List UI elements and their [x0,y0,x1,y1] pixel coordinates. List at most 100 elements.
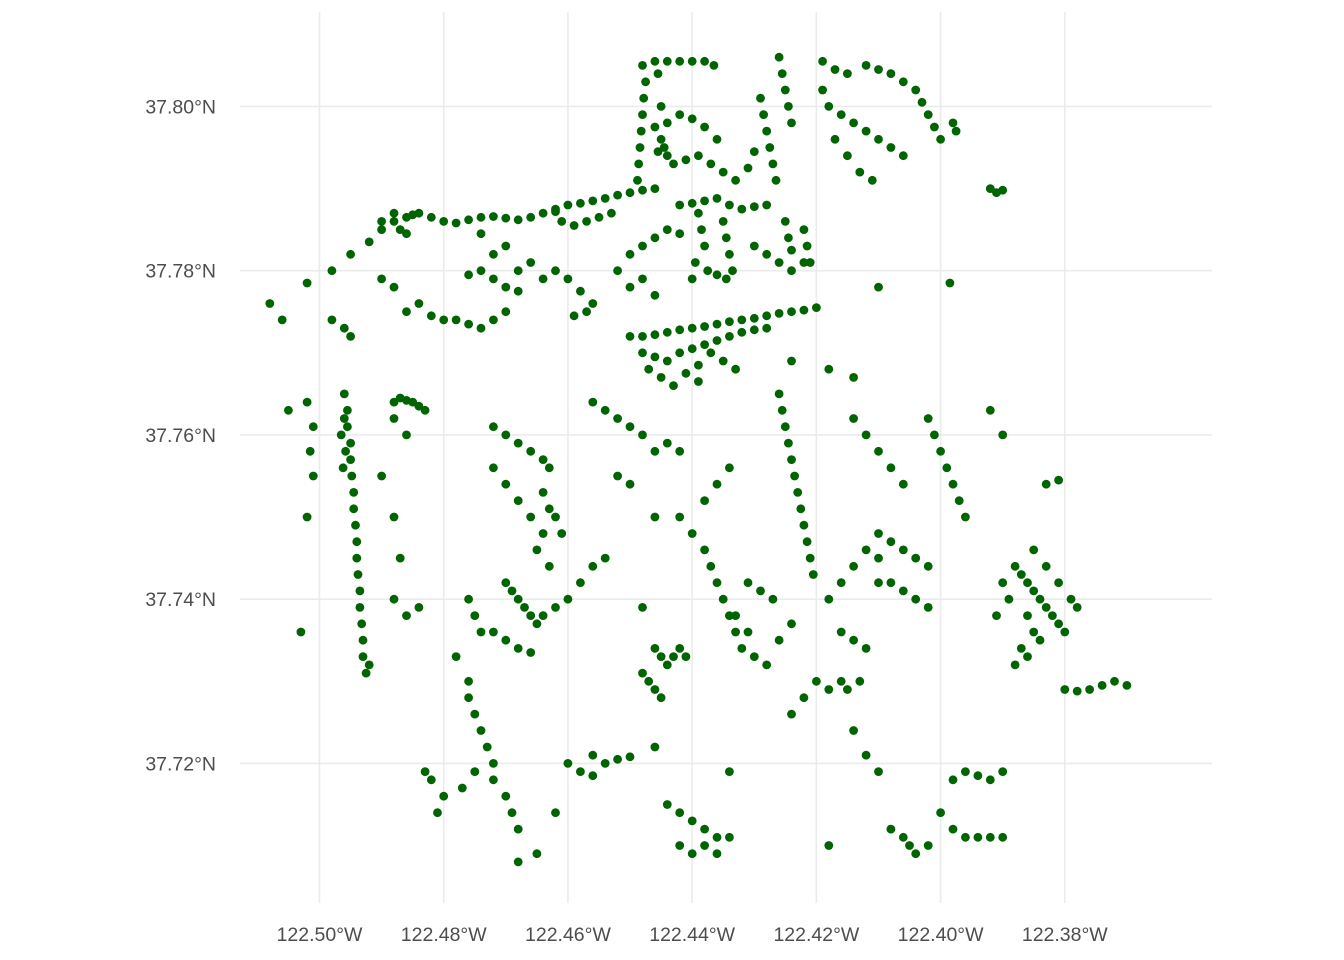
data-point [513,286,523,296]
data-points [265,52,1132,867]
data-point [681,368,691,378]
data-point [650,290,660,300]
data-point [1054,619,1063,629]
data-point [836,578,846,588]
data-point [867,175,877,185]
data-point [408,397,418,407]
data-point [898,479,908,489]
data-point [588,196,598,206]
data-point [526,212,536,222]
data-point [355,603,365,612]
data-point [389,397,399,407]
data-point [308,471,318,481]
data-point [762,311,772,321]
data-point [874,578,883,588]
x-gridlines [318,12,1066,903]
data-point [501,282,511,292]
data-point [911,849,921,859]
data-point [998,578,1008,588]
data-point [489,463,498,473]
data-point [985,405,995,415]
data-point [613,190,622,200]
data-point [526,648,536,657]
data-point [973,832,983,842]
data-point [886,69,896,78]
data-point [625,332,635,341]
data-point [718,594,728,604]
data-point [489,775,498,785]
data-point [489,315,498,325]
y-tick-label: 37.74°N [145,589,216,611]
data-point [725,767,734,776]
data-point [936,134,945,144]
data-point [653,147,663,157]
data-point [638,348,647,358]
data-point [638,185,647,195]
data-point [302,278,312,288]
data-point [339,323,349,333]
data-point [954,496,964,505]
data-point [625,282,635,292]
data-point [513,594,523,604]
data-point [594,212,604,222]
data-point [731,364,740,374]
data-point [343,422,352,432]
data-point [675,808,685,818]
data-point [942,463,952,473]
data-point [551,808,560,818]
data-point [588,771,598,781]
data-point [849,118,858,128]
data-point [650,446,660,456]
data-point [576,286,585,296]
data-point [662,225,672,235]
data-point [402,229,411,239]
data-point [361,668,371,678]
data-point [656,652,666,661]
data-point [662,56,672,66]
data-point [725,249,734,259]
data-point [774,258,784,267]
data-point [874,553,883,563]
data-point [600,405,610,415]
data-point [874,767,883,776]
data-point [784,102,793,111]
data-point [395,553,405,563]
data-point [886,578,896,588]
data-point [675,229,685,239]
y-tick-label: 37.80°N [145,96,216,118]
data-point [923,110,933,119]
data-point [638,241,647,251]
data-point [644,676,654,686]
data-point [784,233,793,243]
data-point [818,85,827,95]
data-point [513,438,523,448]
data-point [638,61,647,70]
data-point [1041,479,1051,489]
data-point [985,832,995,842]
data-point [476,627,486,637]
data-point [749,325,759,335]
data-point [1023,578,1032,588]
data-point [439,217,449,226]
data-point [582,217,591,226]
data-point [1048,611,1057,620]
data-point [945,278,955,288]
data-point [824,685,834,694]
data-point [749,241,759,251]
data-point [948,479,958,489]
data-point [706,348,716,358]
data-point [675,56,685,66]
data-point [576,578,585,588]
data-point [948,775,958,785]
data-point [582,307,591,317]
data-point [650,184,660,194]
data-point [737,644,747,653]
data-point [600,553,610,563]
data-point [843,69,852,78]
data-point [638,332,647,341]
data-point [700,841,709,850]
data-point [836,110,846,119]
data-point [662,327,672,337]
data-point [787,619,796,629]
data-point [861,430,871,440]
